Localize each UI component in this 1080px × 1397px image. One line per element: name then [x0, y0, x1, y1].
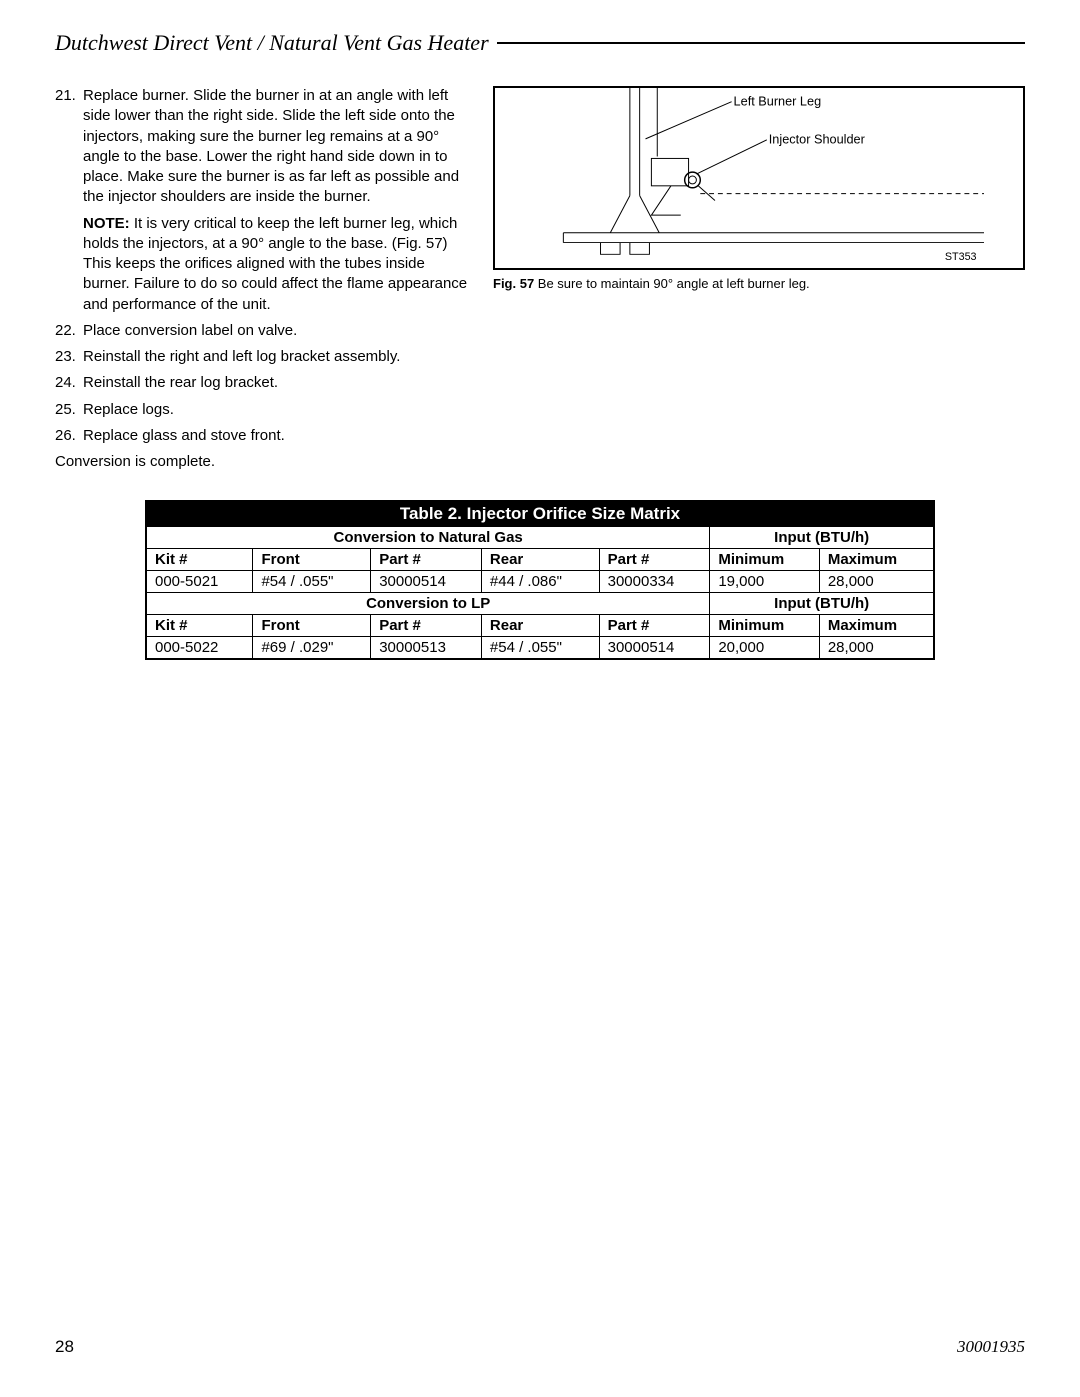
right-column: Left Burner Leg Injector Shoulder ST353 … [493, 86, 1025, 472]
fig-code: ST353 [945, 251, 977, 263]
section-label: Input (BTU/h) [710, 527, 934, 549]
col-header: Minimum [710, 615, 820, 637]
step-text: Reinstall the right and left log bracket… [83, 347, 475, 367]
section-label: Conversion to LP [146, 593, 710, 615]
header-title: Dutchwest Direct Vent / Natural Vent Gas… [55, 30, 489, 56]
section-lp: Conversion to LP Input (BTU/h) [146, 593, 934, 615]
col-header: Rear [481, 615, 599, 637]
cell: 19,000 [710, 571, 820, 593]
step-text: Replace burner. Slide the burner in at a… [83, 86, 475, 208]
cell: 30000514 [371, 571, 482, 593]
cell: #44 / .086" [481, 571, 599, 593]
table-title: Table 2. Injector Orifice Size Matrix [146, 501, 934, 527]
step-number: 24. [55, 373, 83, 393]
left-column: 21. Replace burner. Slide the burner in … [55, 86, 475, 472]
cell: 000-5021 [146, 571, 253, 593]
step-text: Replace logs. [83, 400, 475, 420]
figure-57-diagram: Left Burner Leg Injector Shoulder ST353 [493, 86, 1025, 270]
table-title-row: Table 2. Injector Orifice Size Matrix [146, 501, 934, 527]
col-header: Front [253, 615, 371, 637]
cell: 28,000 [819, 571, 934, 593]
burner-diagram-svg: Left Burner Leg Injector Shoulder ST353 [495, 88, 1023, 268]
col-header: Front [253, 549, 371, 571]
page-footer: 28 30001935 [55, 1337, 1025, 1357]
table-header-row: Kit # Front Part # Rear Part # Minimum M… [146, 615, 934, 637]
cell: #69 / .029" [253, 637, 371, 660]
col-header: Part # [371, 615, 482, 637]
orifice-table-wrap: Table 2. Injector Orifice Size Matrix Co… [55, 500, 1025, 660]
cell: 000-5022 [146, 637, 253, 660]
step-number: 21. [55, 86, 83, 208]
col-header: Kit # [146, 549, 253, 571]
col-header: Part # [599, 615, 710, 637]
step-22: 22.Place conversion label on valve. [55, 321, 475, 341]
step-text: Reinstall the rear log bracket. [83, 373, 475, 393]
fig-label-2: Injector Shoulder [769, 132, 866, 147]
section-label: Conversion to Natural Gas [146, 527, 710, 549]
section-label: Input (BTU/h) [710, 593, 934, 615]
step-number: 26. [55, 426, 83, 446]
step-25: 25.Replace logs. [55, 400, 475, 420]
step-21: 21. Replace burner. Slide the burner in … [55, 86, 475, 208]
header-rule [497, 42, 1025, 44]
step-26: 26.Replace glass and stove front. [55, 426, 475, 446]
step-number: 22. [55, 321, 83, 341]
cell: 20,000 [710, 637, 820, 660]
table-header-row: Kit # Front Part # Rear Part # Minimum M… [146, 549, 934, 571]
table-row: 000-5021 #54 / .055" 30000514 #44 / .086… [146, 571, 934, 593]
page-header: Dutchwest Direct Vent / Natural Vent Gas… [55, 30, 1025, 56]
figure-caption-text: Be sure to maintain 90° angle at left bu… [534, 276, 809, 291]
note-prefix: NOTE: [83, 215, 130, 232]
note-block: NOTE: It is very critical to keep the le… [55, 214, 475, 315]
col-header: Minimum [710, 549, 820, 571]
figure-number: Fig. 57 [493, 276, 534, 291]
step-number: 23. [55, 347, 83, 367]
completion-text: Conversion is complete. [55, 452, 475, 472]
figure-caption: Fig. 57 Be sure to maintain 90° angle at… [493, 276, 1025, 291]
document-number: 30001935 [957, 1337, 1025, 1357]
orifice-size-matrix-table: Table 2. Injector Orifice Size Matrix Co… [145, 500, 935, 660]
fig-label-1: Left Burner Leg [734, 94, 822, 109]
cell: 28,000 [819, 637, 934, 660]
page-number: 28 [55, 1337, 74, 1357]
col-header: Rear [481, 549, 599, 571]
col-header: Kit # [146, 615, 253, 637]
step-text: Place conversion label on valve. [83, 321, 475, 341]
cell: 30000513 [371, 637, 482, 660]
table-row: 000-5022 #69 / .029" 30000513 #54 / .055… [146, 637, 934, 660]
col-header: Part # [371, 549, 482, 571]
col-header: Maximum [819, 615, 934, 637]
col-header: Maximum [819, 549, 934, 571]
col-header: Part # [599, 549, 710, 571]
cell: 30000334 [599, 571, 710, 593]
section-natural-gas: Conversion to Natural Gas Input (BTU/h) [146, 527, 934, 549]
cell: #54 / .055" [481, 637, 599, 660]
step-text: Replace glass and stove front. [83, 426, 475, 446]
step-23: 23.Reinstall the right and left log brac… [55, 347, 475, 367]
cell: #54 / .055" [253, 571, 371, 593]
cell: 30000514 [599, 637, 710, 660]
step-number: 25. [55, 400, 83, 420]
note-text: It is very critical to keep the left bur… [83, 215, 467, 313]
step-24: 24.Reinstall the rear log bracket. [55, 373, 475, 393]
